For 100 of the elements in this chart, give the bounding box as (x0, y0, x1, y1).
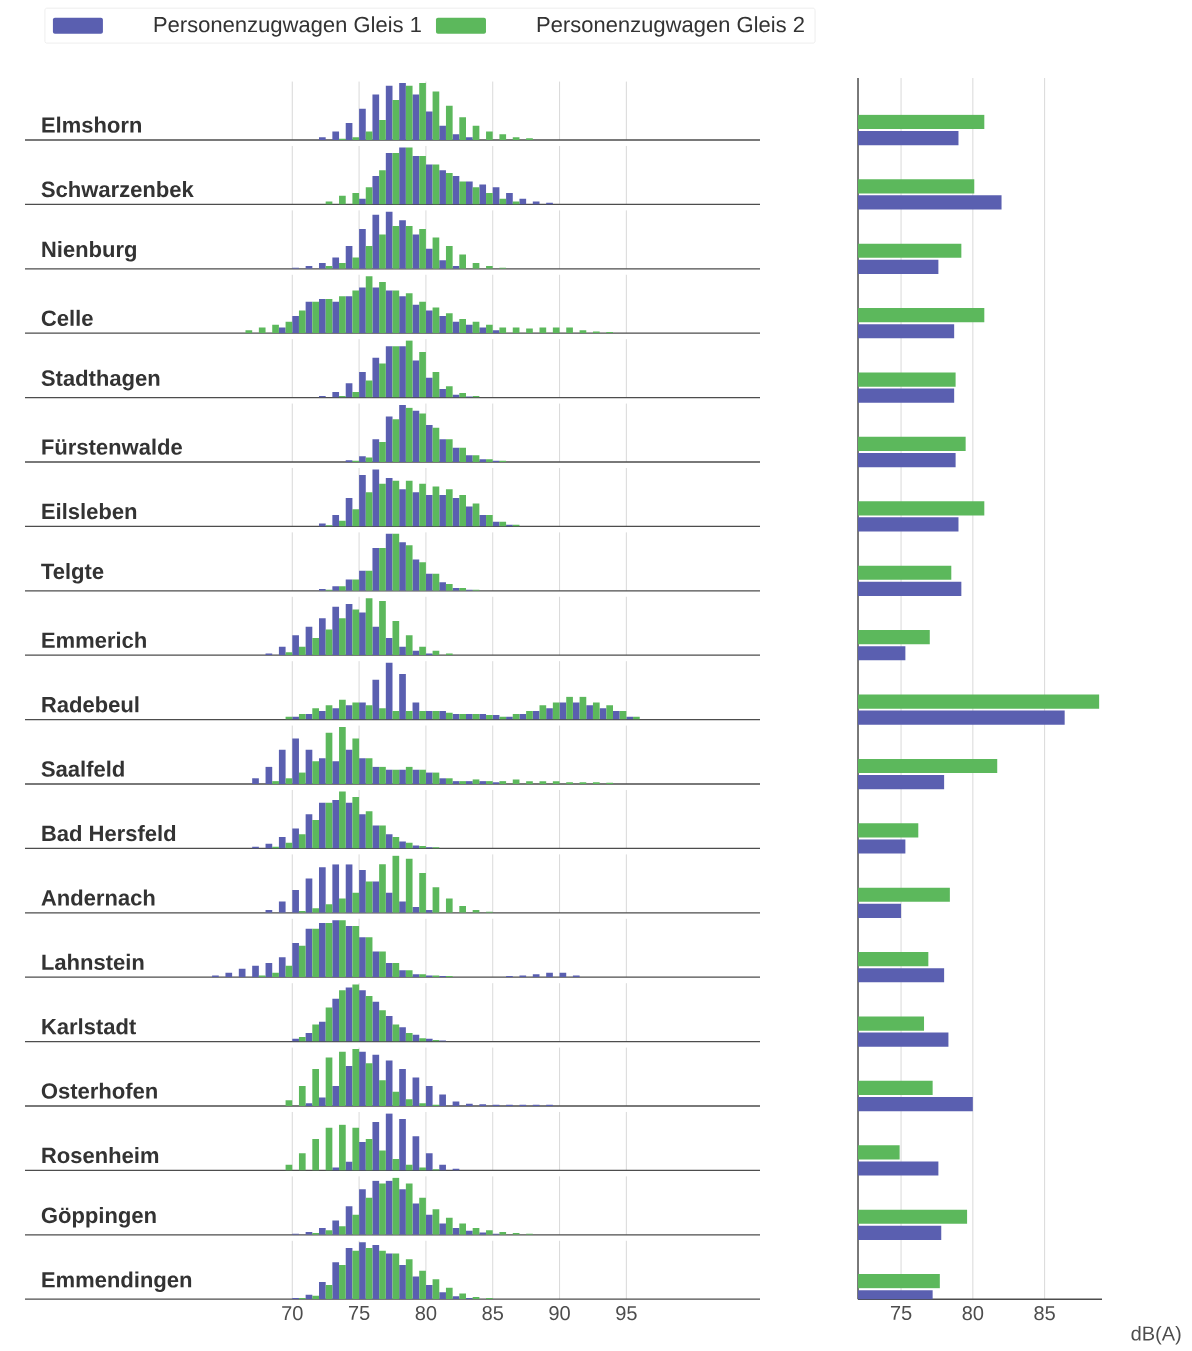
bar (439, 316, 446, 334)
bar (425, 772, 433, 784)
bar (466, 137, 473, 140)
bar (372, 214, 380, 269)
bar (332, 864, 340, 913)
bar (339, 263, 346, 269)
bar (445, 439, 453, 462)
bar (459, 713, 466, 720)
bar (499, 781, 507, 784)
bar (319, 1227, 326, 1235)
bar (419, 1197, 426, 1235)
bar (419, 483, 426, 527)
bar (419, 301, 426, 334)
bar (372, 548, 380, 591)
bar (385, 1060, 393, 1106)
bar (339, 618, 346, 656)
bar (339, 920, 346, 978)
bar (332, 799, 340, 849)
bar (425, 573, 433, 591)
bar (399, 970, 406, 978)
bar (365, 598, 373, 656)
bar (372, 626, 380, 656)
bar (412, 1276, 420, 1300)
bar (312, 761, 319, 784)
bar (552, 781, 560, 784)
bar (486, 192, 493, 205)
bar (379, 766, 386, 784)
bar (339, 1124, 346, 1171)
bar (445, 712, 453, 720)
bar (405, 340, 413, 398)
bar (539, 781, 547, 784)
bar (419, 413, 426, 462)
bar (339, 296, 346, 334)
bar (312, 708, 319, 720)
bar (419, 846, 426, 849)
bar (312, 1139, 319, 1171)
x-tick-label: 80 (415, 1306, 437, 1321)
bar (425, 310, 433, 334)
bar (425, 111, 433, 140)
bar (359, 475, 366, 527)
bar (613, 711, 620, 720)
bar (439, 1094, 446, 1106)
bar (225, 972, 233, 978)
bar (466, 455, 473, 462)
bar (479, 713, 487, 720)
bar (419, 711, 426, 720)
bar (298, 713, 306, 720)
bar (419, 1270, 426, 1300)
bar (352, 925, 360, 978)
bar (365, 811, 373, 849)
bar (359, 456, 366, 462)
bar (385, 1015, 393, 1042)
bar (339, 1265, 346, 1300)
bar (385, 962, 393, 978)
bar (432, 1279, 440, 1300)
bar (405, 545, 413, 591)
bar (405, 1164, 413, 1171)
bar (539, 327, 547, 334)
bar (512, 779, 520, 784)
bar (606, 705, 613, 720)
bar (359, 108, 366, 140)
bar (459, 393, 466, 398)
bar (372, 1054, 380, 1106)
bar (552, 702, 560, 720)
bar (332, 708, 340, 720)
bar (365, 276, 373, 334)
bar (359, 198, 366, 205)
bar (285, 1100, 293, 1106)
bar (379, 825, 386, 849)
bar (486, 131, 493, 140)
bar (339, 520, 346, 527)
bar (566, 696, 573, 720)
bar (466, 713, 473, 720)
bar (439, 495, 446, 527)
bar (519, 198, 527, 205)
bar (399, 346, 406, 398)
bar (298, 1153, 306, 1171)
bar (546, 708, 553, 720)
bar (385, 153, 393, 205)
bar (272, 781, 279, 784)
bar (332, 257, 340, 269)
bar (359, 1189, 366, 1235)
bar (332, 761, 340, 784)
bar (405, 1099, 413, 1106)
bar (359, 1051, 366, 1106)
bar (319, 923, 326, 978)
bar (352, 579, 360, 591)
bar (399, 147, 406, 205)
bar (359, 570, 366, 591)
bar (359, 1141, 366, 1171)
bar (372, 1121, 380, 1171)
bar (459, 781, 466, 784)
bar (499, 521, 507, 527)
text: Celle (41, 309, 93, 326)
bar (352, 1250, 360, 1300)
bar (312, 1024, 319, 1042)
bar (419, 646, 426, 656)
bar (292, 316, 299, 334)
bar (372, 175, 380, 205)
bar (445, 1287, 453, 1300)
